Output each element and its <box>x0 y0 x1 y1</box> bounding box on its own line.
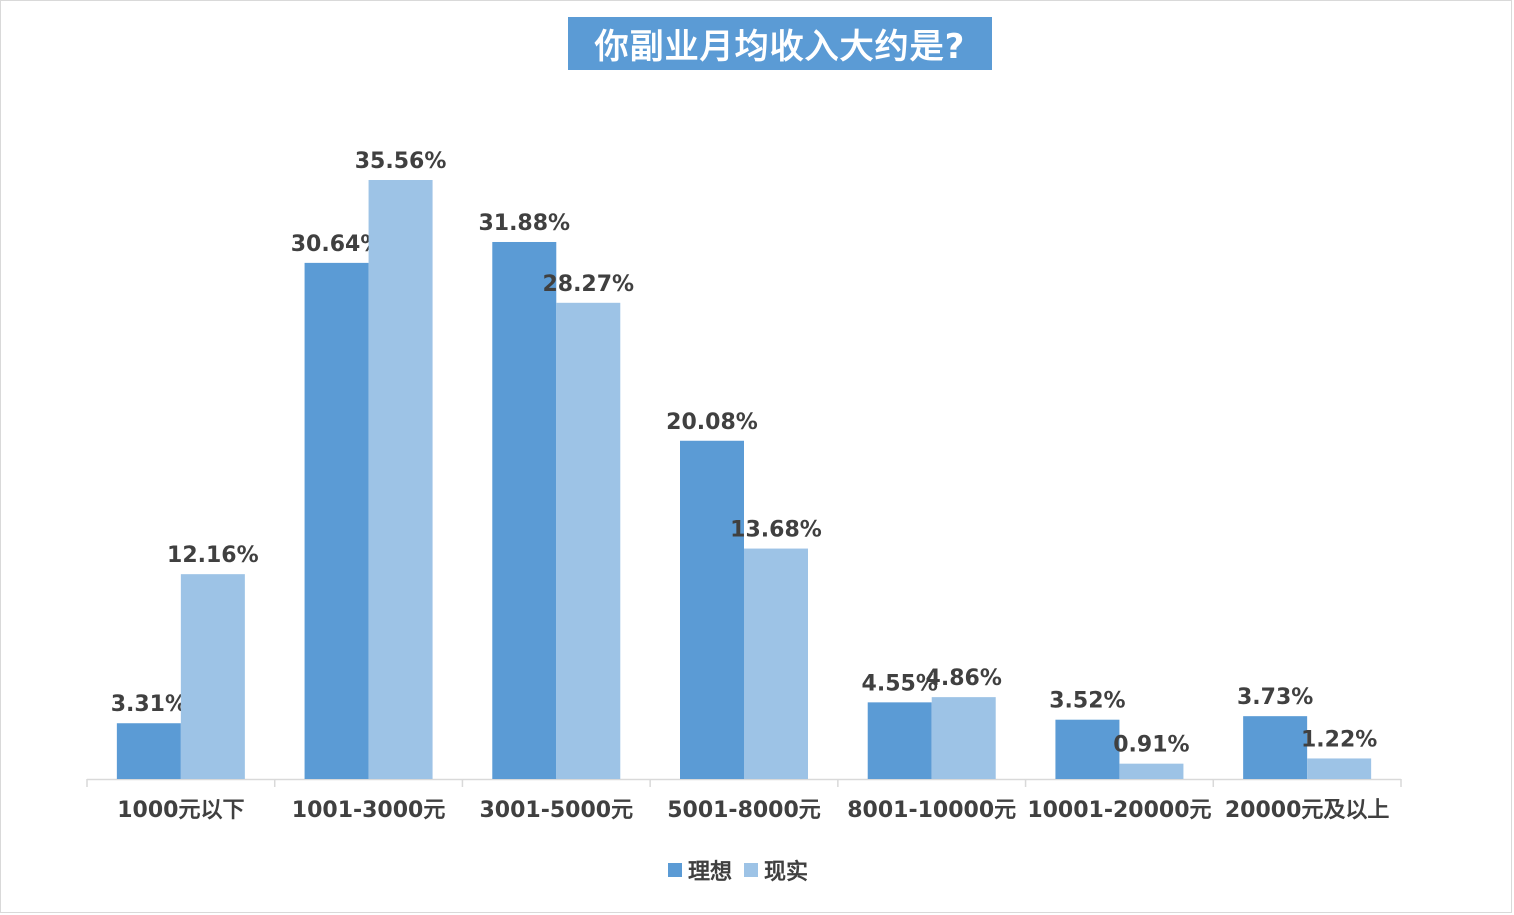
bar-ideal <box>1243 716 1308 779</box>
x-tick-label: 1001-3000元 <box>292 798 446 823</box>
bar-ideal <box>492 241 557 779</box>
x-tick-label: 1000元以下 <box>117 798 244 823</box>
data-label: 4.55% <box>862 671 938 696</box>
bar-reality <box>180 574 245 779</box>
bar-reality <box>931 697 996 779</box>
bar-reality <box>744 548 808 779</box>
legend-swatch-ideal <box>668 863 682 877</box>
bar-reality <box>556 302 621 779</box>
data-label: 3.73% <box>1237 685 1313 710</box>
data-label: 30.64% <box>291 232 383 257</box>
legend-label: 理想 <box>688 860 732 885</box>
data-label: 4.86% <box>926 666 1002 691</box>
bar-reality <box>1307 758 1372 779</box>
data-label: 20.08% <box>666 410 758 435</box>
data-label: 35.56% <box>355 149 447 174</box>
bar-reality <box>1119 763 1184 779</box>
x-tick-label: 10001-20000元 <box>1027 798 1211 823</box>
bar-ideal <box>304 262 369 780</box>
data-label: 13.68% <box>730 518 822 543</box>
x-tick-label: 8001-10000元 <box>847 798 1016 823</box>
data-label: 12.16% <box>167 543 259 568</box>
bar-ideal <box>1055 719 1120 779</box>
bar-ideal <box>680 440 744 779</box>
legend-swatch-reality <box>744 863 758 877</box>
data-label: 3.31% <box>111 692 187 717</box>
data-label: 0.91% <box>1113 733 1189 758</box>
x-tick-label: 5001-8000元 <box>667 798 821 823</box>
legend-label: 现实 <box>764 859 808 885</box>
data-label: 3.52% <box>1049 689 1125 714</box>
bar-ideal <box>867 702 932 779</box>
bar-ideal <box>116 723 181 779</box>
x-tick-label: 20000元及以上 <box>1225 798 1390 823</box>
data-label: 1.22% <box>1301 727 1377 752</box>
x-tick-label: 3001-5000元 <box>479 798 633 823</box>
data-label: 28.27% <box>542 272 634 297</box>
bar-reality <box>368 180 433 779</box>
data-label: 31.88% <box>478 211 570 236</box>
chart-title: 你副业月均收入大约是? <box>568 17 992 70</box>
